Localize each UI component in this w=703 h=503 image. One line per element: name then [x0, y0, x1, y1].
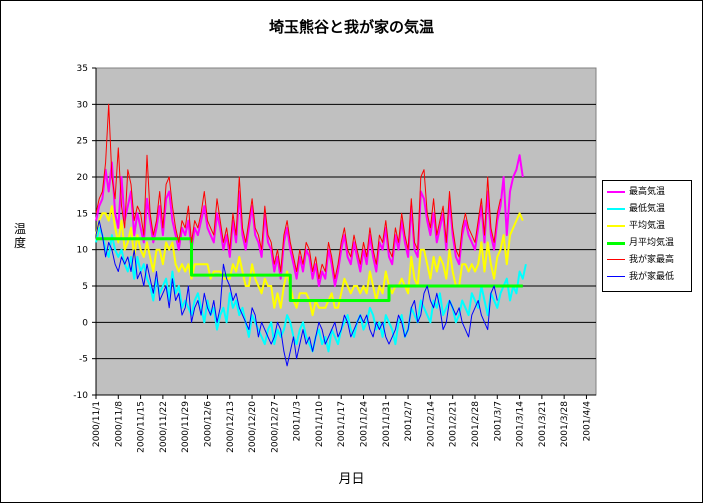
legend-label: 最低気温	[629, 204, 666, 214]
y-tick-label: 5	[82, 282, 88, 292]
legend-swatch	[607, 276, 625, 277]
x-tick-label: 2000/12/20	[248, 401, 258, 453]
chart-title: 埼玉熊谷と我が家の気温	[268, 18, 434, 36]
x-tick-label: 2001/4/4	[582, 401, 592, 442]
x-tick-label: 2001/2/14	[426, 401, 436, 447]
x-tick-label: 2001/3/28	[560, 401, 570, 447]
y-axis-label: 温度	[14, 222, 27, 250]
x-tick-label: 2000/11/29	[181, 401, 191, 453]
legend-item: 平均気温	[607, 219, 691, 233]
x-tick-label: 2001/3/21	[538, 401, 548, 447]
legend-label: 我が家最低	[629, 272, 675, 282]
x-tick-label: 2001/1/24	[360, 401, 370, 447]
x-tick-label: 2001/2/28	[471, 401, 481, 447]
legend-swatch	[607, 259, 625, 260]
x-tick-label: 2000/12/27	[270, 401, 280, 453]
y-tick-label: 25	[77, 137, 88, 147]
x-tick-label: 2001/3/7	[493, 401, 503, 441]
legend-swatch	[607, 191, 625, 193]
x-tick-label: 2000/11/22	[159, 401, 169, 453]
x-tick-label: 2001/3/14	[516, 401, 526, 447]
x-tick-label: 2000/12/13	[226, 401, 236, 453]
series-line-4	[96, 237, 523, 302]
series-line-6	[95, 220, 498, 367]
y-tick-label: 35	[77, 64, 88, 74]
y-tick-label: -5	[79, 355, 88, 365]
y-tick-label: -10	[73, 391, 88, 401]
series-line-1	[95, 154, 524, 287]
legend-swatch	[607, 208, 625, 210]
legend-item: 月平均気温	[607, 236, 691, 250]
x-tick-label: 2000/12/6	[203, 401, 213, 447]
y-tick-label: 0	[82, 318, 88, 328]
legend-swatch	[607, 242, 625, 245]
x-tick-label: 2001/2/7	[404, 401, 414, 441]
x-tick-label: 2000/11/8	[114, 401, 124, 447]
y-tick-label: 20	[77, 173, 89, 183]
series-line-5	[95, 103, 501, 280]
x-tick-label: 2000/11/1	[92, 401, 102, 447]
x-tick-label: 2001/1/10	[315, 401, 325, 447]
x-tick-label: 2000/11/15	[137, 401, 147, 453]
y-tick-label: 10	[77, 246, 89, 256]
legend-label: 我が家最高	[629, 255, 675, 265]
x-axis-label: 月日	[338, 472, 365, 487]
series-line-2	[95, 226, 527, 353]
x-tick-label: 2001/2/21	[449, 401, 459, 447]
y-tick-label: 15	[77, 209, 88, 219]
legend-swatch	[607, 225, 625, 227]
legend-item: 最低気温	[607, 202, 691, 216]
x-tick-label: 2001/1/31	[382, 401, 392, 447]
legend-item: 最高気温	[607, 185, 691, 199]
x-tick-label: 2001/1/3	[293, 401, 303, 441]
legend-label: 最高気温	[629, 187, 666, 197]
legend-item: 我が家最低	[607, 270, 691, 284]
legend-item: 我が家最高	[607, 253, 691, 267]
legend-label: 平均気温	[629, 221, 666, 231]
y-tick-label: 30	[77, 100, 89, 110]
legend-label: 月平均気温	[629, 238, 675, 248]
plot-background	[95, 67, 597, 396]
legend: 最高気温最低気温平均気温月平均気温我が家最高我が家最低	[602, 180, 692, 292]
x-tick-label: 2001/1/17	[337, 401, 347, 447]
